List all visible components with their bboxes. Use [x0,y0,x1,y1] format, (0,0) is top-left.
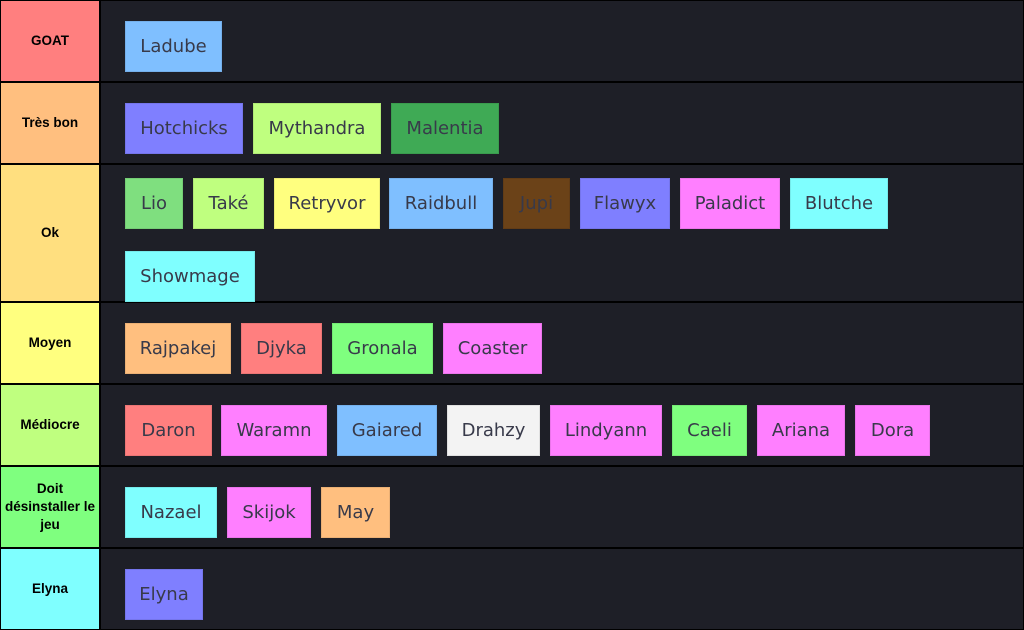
chip-jupi[interactable]: Jupi [503,178,570,229]
tier-row-doit-desinstaller: Doit désinstaller le jeu Nazael Skijok M… [0,467,1024,547]
chip-rajpakej[interactable]: Rajpakej [125,323,231,374]
chip-djyka[interactable]: Djyka [241,323,322,374]
tier-label-mediocre[interactable]: Médiocre [1,385,99,465]
tier-items-doit-desinstaller[interactable]: Nazael Skijok May [101,467,1023,547]
tier-row-moyen: Moyen Rajpakej Djyka Gronala Coaster [0,303,1024,383]
tier-label-ok[interactable]: Ok [1,165,99,301]
chip-coaster[interactable]: Coaster [443,323,542,374]
chip-raidbull[interactable]: Raidbull [389,178,493,229]
tier-label-goat[interactable]: GOAT [1,1,99,81]
chip-hotchicks[interactable]: Hotchicks [125,103,243,154]
chip-daron[interactable]: Daron [125,405,212,456]
chip-paladict[interactable]: Paladict [680,178,780,229]
tier-items-elyna[interactable]: Elyna [101,549,1023,629]
tier-items-goat[interactable]: Ladube [101,1,1023,81]
tier-label-elyna[interactable]: Elyna [1,549,99,629]
tier-items-tres-bon[interactable]: Hotchicks Mythandra Malentia [101,83,1023,163]
chip-gronala[interactable]: Gronala [332,323,433,374]
chip-showmage[interactable]: Showmage [125,251,255,302]
tier-label-tres-bon[interactable]: Très bon [1,83,99,163]
tier-row-goat: GOAT Ladube [0,1,1024,81]
chip-malentia[interactable]: Malentia [391,103,499,154]
tier-row-mediocre: Médiocre Daron Waramn Gaiared Drahzy Lin… [0,385,1024,465]
chip-caeli[interactable]: Caeli [672,405,747,456]
tier-label-doit-desinstaller[interactable]: Doit désinstaller le jeu [1,467,99,547]
chip-skijok[interactable]: Skijok [227,487,311,538]
chip-drahzy[interactable]: Drahzy [447,405,540,456]
tier-items-ok[interactable]: Lio Také Retryvor Raidbull Jupi Flawyx P… [101,165,1023,302]
chip-retryvor[interactable]: Retryvor [274,178,380,229]
chip-blutche[interactable]: Blutche [790,178,888,229]
chip-elyna[interactable]: Elyna [125,569,203,620]
tier-row-ok: Ok Lio Také Retryvor Raidbull Jupi Flawy… [0,165,1024,302]
tier-items-mediocre[interactable]: Daron Waramn Gaiared Drahzy Lindyann Cae… [101,385,1023,465]
chip-flawyx[interactable]: Flawyx [580,178,670,229]
chip-take[interactable]: Také [193,178,264,229]
chip-dora[interactable]: Dora [855,405,930,456]
chip-nazael[interactable]: Nazael [125,487,217,538]
chip-ladube[interactable]: Ladube [125,21,222,72]
chip-mythandra[interactable]: Mythandra [253,103,381,154]
tier-row-tres-bon: Très bon Hotchicks Mythandra Malentia [0,83,1024,163]
chip-gaiared[interactable]: Gaiared [337,405,437,456]
chip-lindyann[interactable]: Lindyann [550,405,662,456]
chip-may[interactable]: May [321,487,390,538]
tier-row-elyna: Elyna Elyna [0,549,1024,629]
chip-lio[interactable]: Lio [125,178,183,229]
chip-waramn[interactable]: Waramn [221,405,327,456]
chip-ariana[interactable]: Ariana [757,405,845,456]
tier-items-moyen[interactable]: Rajpakej Djyka Gronala Coaster [101,303,1023,383]
tier-label-moyen[interactable]: Moyen [1,303,99,383]
